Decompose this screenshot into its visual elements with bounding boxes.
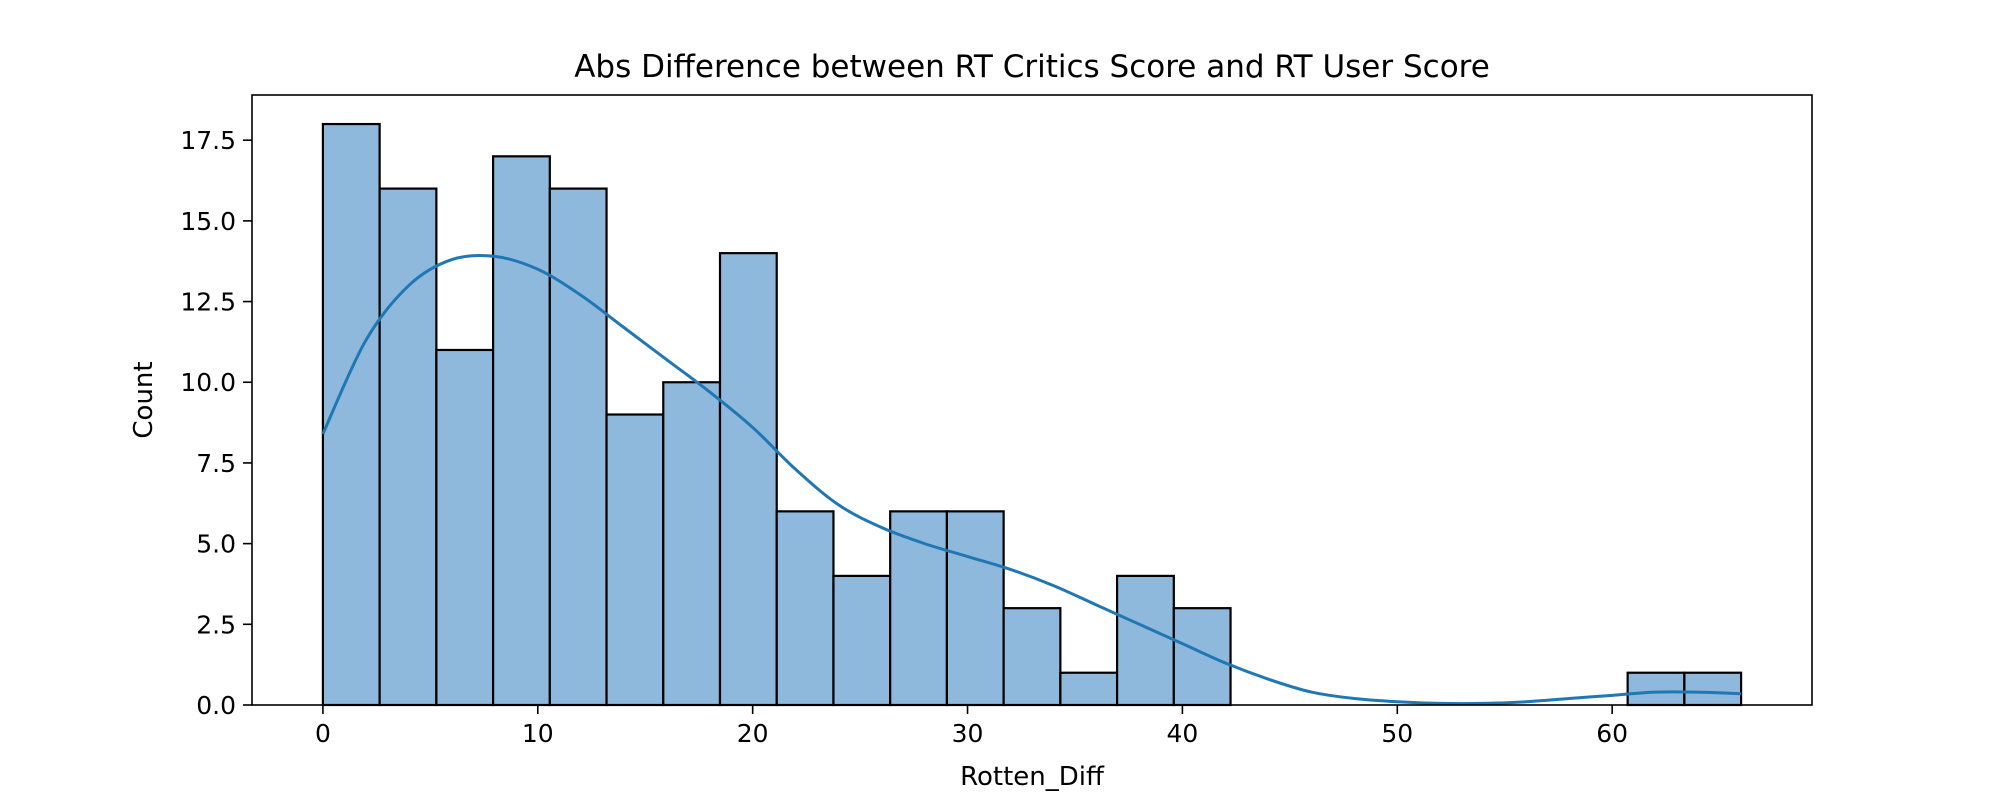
histogram-bar	[1626, 671, 1686, 707]
histogram-bar	[1172, 607, 1232, 707]
y-tick-label: 17.5	[180, 126, 236, 155]
histogram-bar	[548, 187, 608, 707]
x-tick-label: 10	[522, 719, 554, 748]
histogram-bar	[378, 187, 438, 707]
x-axis-label: Rotten_Diff	[960, 762, 1105, 792]
histogram-bar	[662, 381, 722, 707]
histogram-bars	[321, 122, 1743, 707]
y-tick-label: 2.5	[196, 610, 236, 639]
histogram-bar	[775, 510, 835, 707]
x-tick-label: 60	[1596, 719, 1628, 748]
chart-title: Abs Difference between RT Critics Score …	[574, 49, 1490, 85]
y-tick-label: 15.0	[180, 207, 236, 236]
kde-curve	[321, 253, 1742, 706]
y-axis-label: Count	[129, 361, 159, 438]
histogram-bar	[1115, 574, 1175, 707]
x-tick-label: 30	[952, 719, 984, 748]
x-tick-label: 0	[315, 719, 331, 748]
y-tick-label: 7.5	[196, 449, 236, 478]
x-tick-label: 50	[1381, 719, 1413, 748]
histogram-bar	[605, 413, 665, 707]
plot-area-frame	[251, 94, 1813, 706]
y-tick-label: 5.0	[196, 530, 236, 559]
y-axis-ticks: 0.0 2.5 5.0 7.5 10.0 12.5 15.0 17.5	[180, 126, 252, 720]
y-tick-label: 10.0	[180, 368, 236, 397]
histogram-bar	[1002, 607, 1062, 707]
histogram-bar	[1059, 671, 1119, 707]
histogram-bar	[435, 348, 495, 707]
y-tick-label: 0.0	[196, 691, 236, 720]
histogram-bar	[718, 252, 778, 707]
x-tick-label: 20	[737, 719, 769, 748]
histogram-bar	[491, 155, 551, 707]
histogram-bar	[945, 510, 1005, 707]
x-tick-label: 40	[1167, 719, 1199, 748]
histogram-bar	[1683, 671, 1743, 707]
histogram-bar	[832, 574, 892, 707]
histogram-bar	[889, 510, 949, 707]
x-axis-ticks: 0 10 20 30 40 50 60	[315, 705, 1628, 748]
y-tick-label: 12.5	[180, 288, 236, 317]
